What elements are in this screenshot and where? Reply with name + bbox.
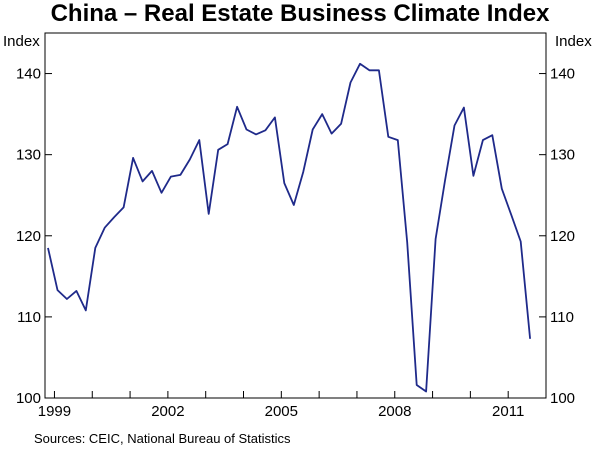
y-tick-label-left: 110	[17, 309, 41, 326]
series-line	[47, 62, 531, 393]
y-tick-label-right: 140	[550, 66, 575, 83]
y-axis-label-right: Index	[555, 33, 592, 50]
chart-title: China – Real Estate Business Climate Ind…	[50, 0, 550, 27]
y-tick-label-right: 110	[550, 309, 574, 326]
y-tick-label-left: 130	[16, 147, 41, 164]
y-axis-label-left: Index	[3, 33, 40, 50]
plot-frame	[44, 32, 547, 399]
x-tick-label: 2002	[151, 403, 184, 420]
y-tick-label-left: 120	[16, 228, 41, 245]
x-tick-label: 2005	[265, 403, 298, 420]
y-tick-label-right: 100	[550, 390, 575, 407]
x-tick-label: 1999	[38, 403, 71, 420]
x-tick-label: 2008	[378, 403, 411, 420]
y-tick-label-left: 140	[16, 66, 41, 83]
y-tick-label-right: 120	[550, 228, 575, 245]
x-tick-label: 2011	[492, 403, 524, 420]
source-note: Sources: CEIC, National Bureau of Statis…	[34, 431, 291, 446]
y-tick-label-left: 100	[16, 390, 41, 407]
y-tick-label-right: 130	[550, 147, 575, 164]
